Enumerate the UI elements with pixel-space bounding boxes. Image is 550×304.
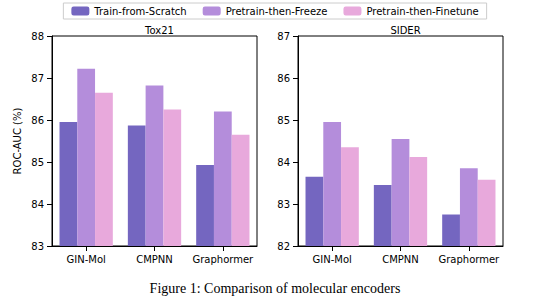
- svg-text:82: 82: [277, 241, 290, 252]
- svg-text:ROC-AUC (%): ROC-AUC (%): [12, 107, 23, 174]
- svg-text:86: 86: [277, 73, 290, 84]
- svg-text:Figure 1: Comparison of molecu: Figure 1: Comparison of molecular encode…: [150, 281, 401, 296]
- svg-text:SIDER: SIDER: [390, 25, 420, 36]
- svg-text:87: 87: [31, 73, 44, 84]
- svg-text:Pretrain-then-Finetune: Pretrain-then-Finetune: [366, 6, 478, 17]
- svg-text:87: 87: [277, 31, 290, 42]
- svg-text:Tox21: Tox21: [144, 25, 174, 36]
- svg-text:83: 83: [31, 241, 44, 252]
- svg-text:85: 85: [277, 115, 290, 126]
- svg-text:Pretrain-then-Freeze: Pretrain-then-Freeze: [226, 6, 328, 17]
- svg-text:GIN-Mol: GIN-Mol: [313, 254, 352, 265]
- svg-text:Graphormer: Graphormer: [192, 254, 254, 265]
- svg-text:CMPNN: CMPNN: [382, 254, 419, 265]
- svg-text:84: 84: [31, 199, 44, 210]
- svg-text:83: 83: [277, 199, 290, 210]
- svg-text:Graphormer: Graphormer: [438, 254, 500, 265]
- svg-text:Train-from-Scratch: Train-from-Scratch: [93, 6, 186, 17]
- svg-text:GIN-Mol: GIN-Mol: [67, 254, 106, 265]
- svg-text:88: 88: [31, 31, 44, 42]
- svg-text:86: 86: [31, 115, 44, 126]
- svg-text:CMPNN: CMPNN: [136, 254, 173, 265]
- svg-text:85: 85: [31, 157, 44, 168]
- svg-text:84: 84: [277, 157, 290, 168]
